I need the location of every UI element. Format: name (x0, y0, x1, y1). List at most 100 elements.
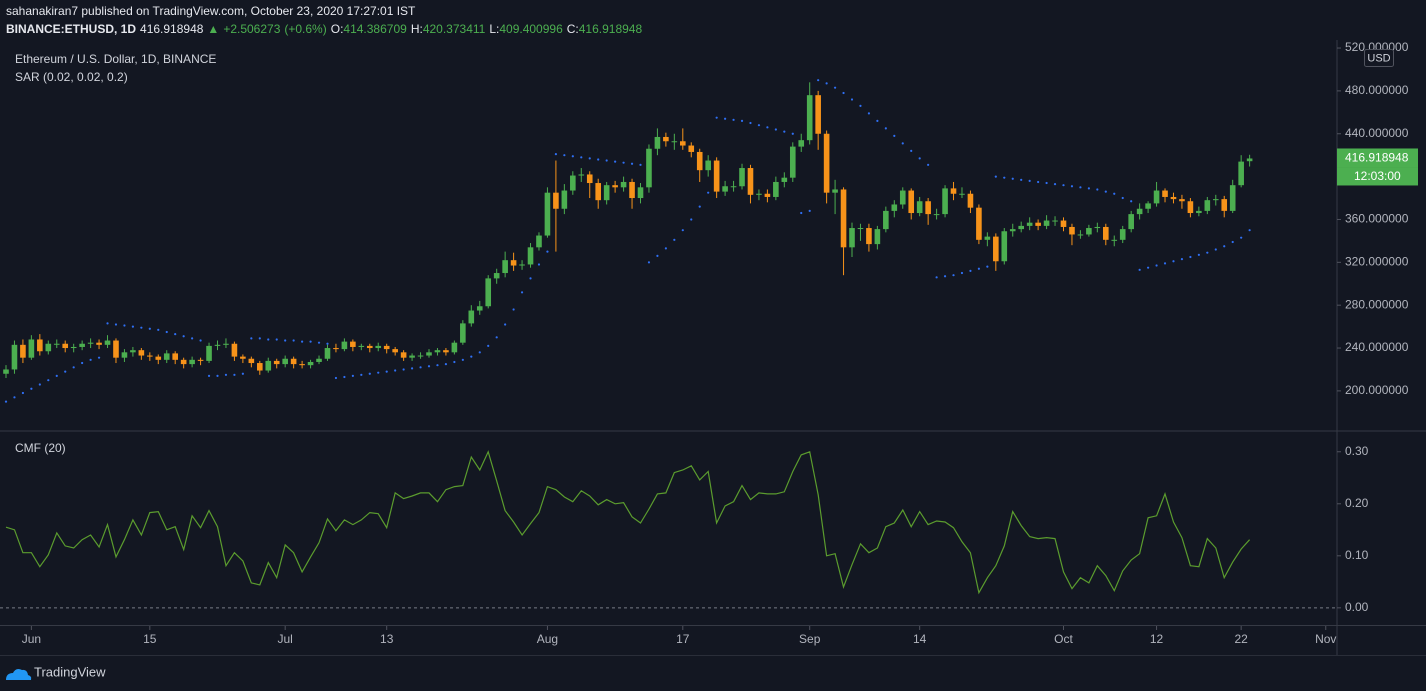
sar-dot (410, 367, 414, 370)
sar-dot (884, 127, 887, 130)
candle-body (527, 247, 534, 265)
candle-body (299, 364, 305, 366)
sar-dot (1197, 253, 1200, 256)
sar-dot (554, 153, 558, 156)
sar-dot (622, 161, 625, 164)
sar-dot (546, 250, 549, 253)
currency-label: USD (1367, 52, 1390, 64)
sar-dot (343, 375, 346, 379)
sar-dot (715, 116, 718, 119)
sar-dot (157, 328, 160, 331)
x-tick-label: 12 (1150, 632, 1164, 646)
candle-body (874, 229, 881, 245)
candle-body (443, 350, 449, 353)
y-tick-label: 440.000000 (1345, 126, 1409, 140)
candle-body (696, 151, 703, 171)
sar-dot (216, 374, 219, 377)
price-badge-label: 416.918948 (1345, 151, 1409, 165)
sar-dot (402, 368, 405, 371)
sar-dot (233, 373, 236, 376)
candle-body (578, 174, 585, 176)
candle-body (899, 190, 906, 205)
candle-body (671, 141, 678, 143)
sar-dot (588, 157, 591, 160)
indicator-label: CMF (20) (15, 441, 66, 455)
sar-dot (597, 158, 600, 161)
x-tick-label: Jul (278, 632, 293, 646)
sar-dot (757, 124, 761, 127)
candle-body (307, 361, 314, 366)
candle-body (561, 190, 568, 209)
sar-dot (901, 142, 904, 145)
candle-body (959, 193, 965, 195)
sar-dot (4, 400, 8, 403)
candle-body (1145, 203, 1151, 209)
sar-dot (97, 356, 101, 359)
high-value: 420.373411 (422, 22, 486, 36)
candle-body (620, 181, 627, 188)
sar-dot (1104, 190, 1107, 193)
sar-dot (537, 263, 541, 266)
candle-body (1026, 222, 1033, 226)
sar-dot (690, 218, 693, 221)
candle-body (223, 343, 229, 345)
sar-dot (224, 373, 228, 376)
sar-dot (952, 274, 955, 277)
candle-body (434, 350, 441, 353)
sar-dot (394, 369, 397, 372)
candle-body (1212, 199, 1219, 201)
footer-bg (0, 655, 1426, 691)
candle-body (417, 355, 424, 357)
candle-body (789, 146, 796, 178)
y-tick-label: 200.000000 (1345, 383, 1409, 397)
sar-dot (131, 325, 134, 328)
candle-body (375, 345, 382, 349)
sar-dot (1020, 178, 1023, 181)
candle-body (510, 260, 517, 266)
candle-body (45, 343, 52, 352)
sar-dot (698, 205, 701, 208)
candle-body (28, 339, 35, 358)
sar-dot (309, 340, 312, 343)
sar-dot (1037, 180, 1040, 184)
sar-dot (918, 157, 921, 160)
candle-body (815, 95, 821, 134)
candle-body (976, 207, 982, 240)
sar-dot (673, 238, 676, 241)
candle-body (1103, 226, 1109, 240)
x-tick-label: 13 (380, 632, 394, 646)
candle-body (553, 192, 559, 209)
candle-body (426, 352, 432, 356)
sar-dot (817, 79, 820, 82)
ohlc-label: C: (566, 22, 579, 36)
candle-body (942, 188, 948, 215)
x-tick-label: 14 (913, 632, 927, 646)
sar-dot (969, 269, 972, 272)
candle-body (87, 342, 94, 344)
sar-dot (123, 324, 126, 327)
sar-dot (639, 163, 642, 166)
candle-body (502, 260, 508, 274)
candle-body (654, 136, 661, 149)
candle-body (358, 345, 365, 347)
candle-body (1094, 226, 1101, 229)
candle-body (400, 352, 407, 358)
sar-dot (935, 276, 938, 279)
sar-dot (21, 391, 25, 395)
currency-badge[interactable] (1364, 49, 1394, 67)
candle-body (324, 348, 331, 359)
candle-body (1052, 220, 1058, 222)
candle-body (1153, 190, 1160, 204)
candle-body (1043, 220, 1050, 226)
sar-dot (647, 261, 651, 264)
x-tick-label: Aug (537, 632, 558, 646)
candle-body (891, 204, 898, 211)
cmf-pane (0, 450, 1336, 609)
candle-body (265, 360, 272, 371)
candle-body (485, 278, 492, 307)
sar-dot (766, 126, 769, 129)
candle-body (764, 193, 771, 197)
sar-dot (867, 112, 871, 115)
candle-body (290, 358, 297, 365)
